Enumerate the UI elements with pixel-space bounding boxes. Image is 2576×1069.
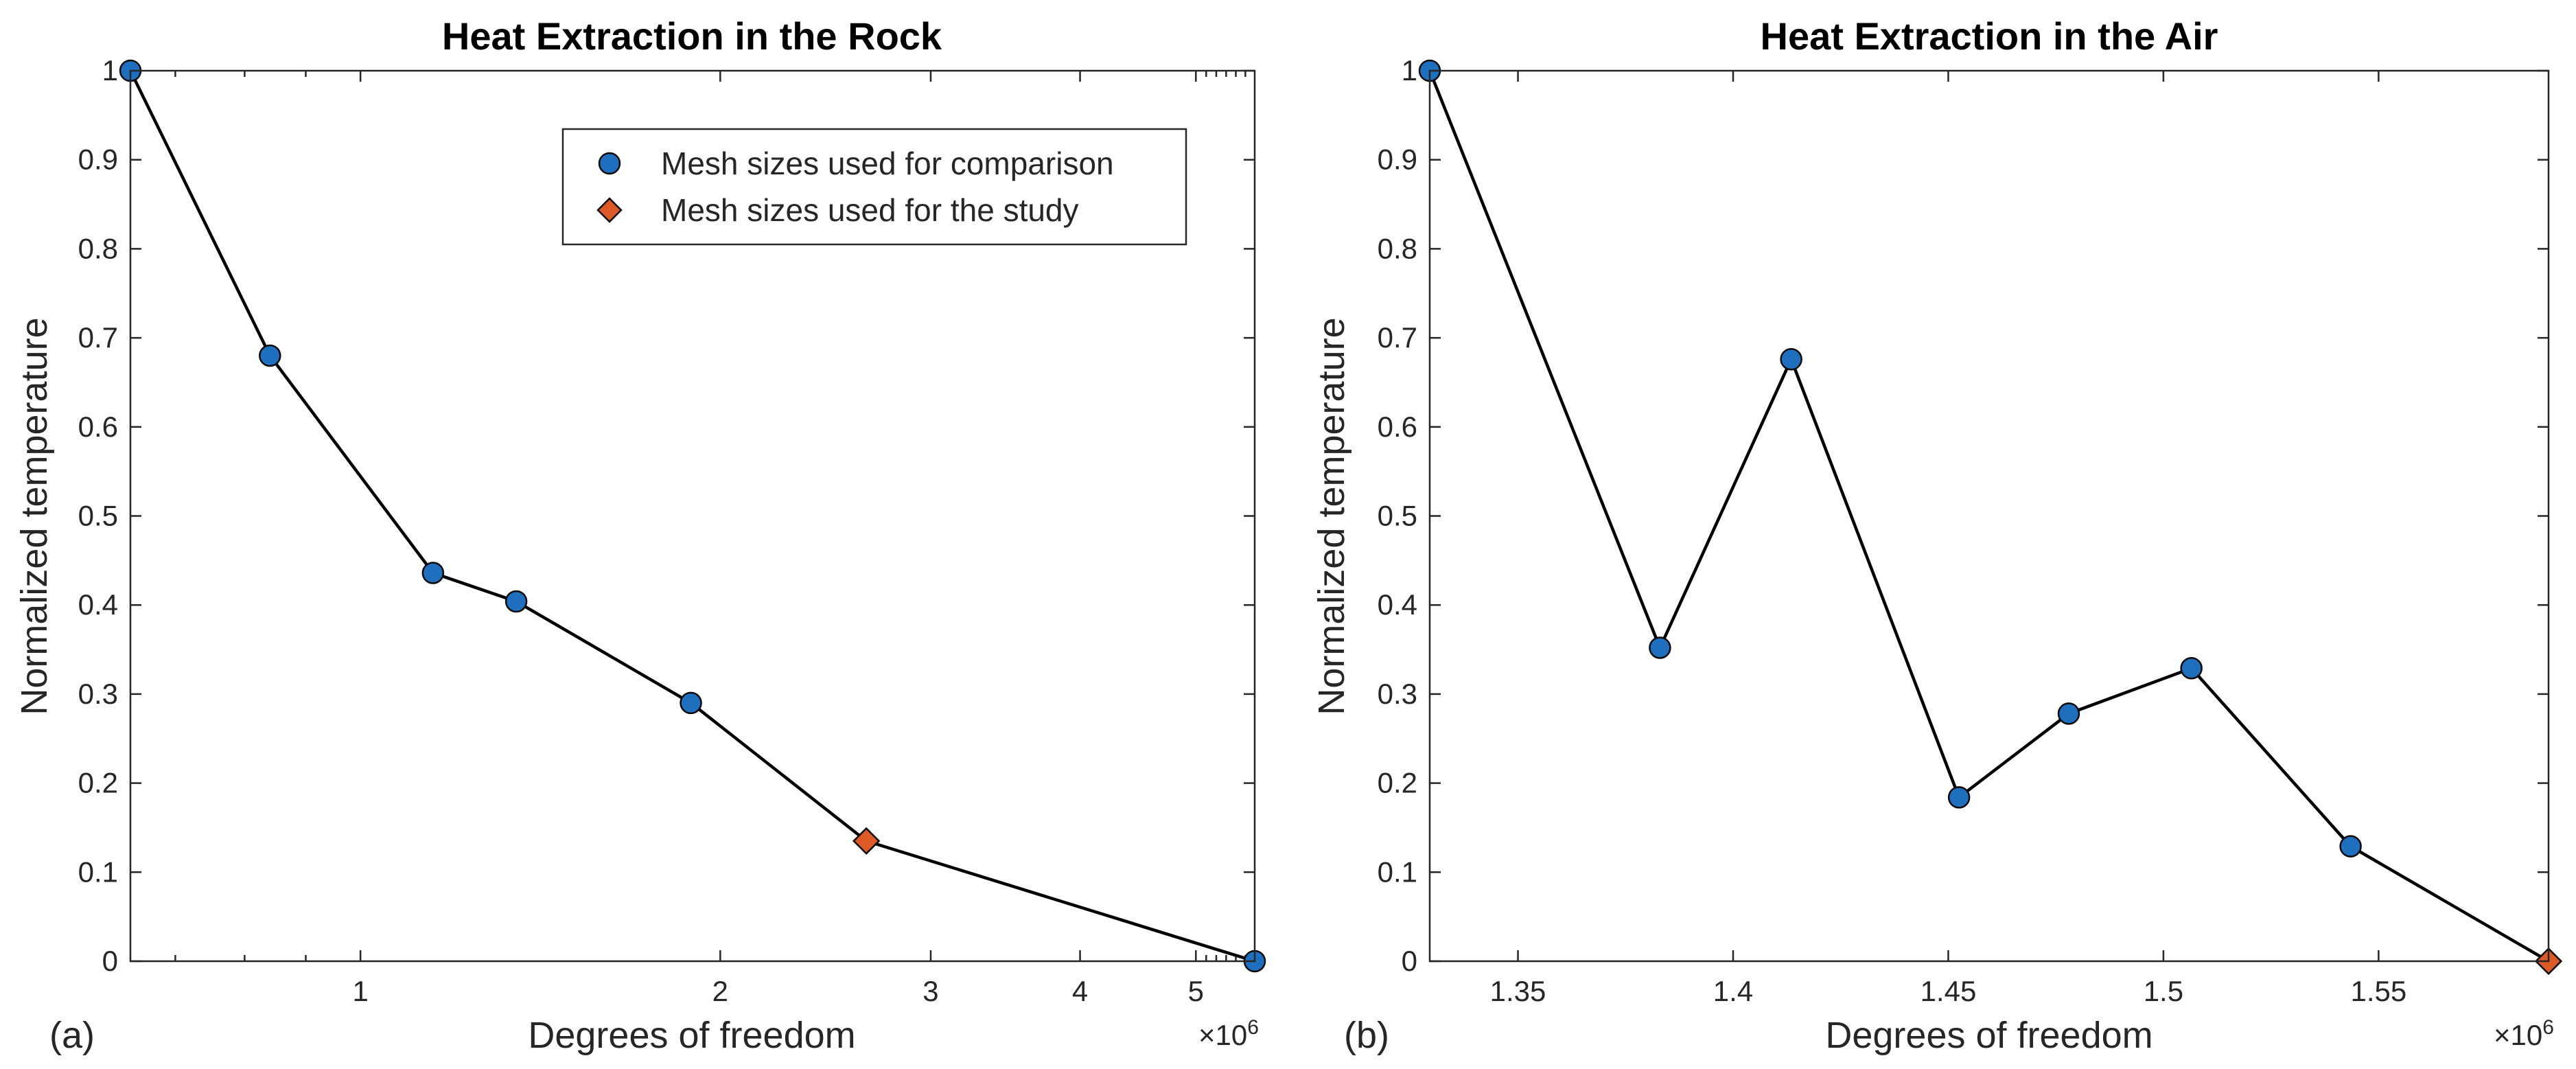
y-tick-label-rock: 0.7 [78,321,118,354]
x-multiplier-exponent-rock: 6 [1247,1016,1259,1039]
y-tick-label-rock: 0.6 [78,411,118,443]
x-multiplier-rock: ×106 [1198,1016,1259,1051]
x-tick-label-air: 1.55 [2350,975,2406,1007]
data-point-study-rock [852,827,881,855]
chart-air: Heat Extraction in the Air 0 0.1 0.2 0.3 0.4… [1311,14,2563,1056]
x-tick-label-air: 1.4 [1713,975,1753,1007]
data-point-rock [421,562,445,584]
x-multiplier-base-rock: ×10 [1198,1019,1247,1051]
y-tick-label-air: 0.1 [1378,855,1417,888]
chart-title-rock: Heat Extraction in the Rock [442,14,942,58]
x-tick-label-air: 1.35 [1490,975,1546,1007]
y-tick-label-air: 1 [1402,54,1417,87]
legend-label-comparison: Mesh sizes used for comparison [661,146,1114,181]
series-layer-rock [119,59,1266,973]
chart-title-air: Heat Extraction in the Air [1761,14,2218,58]
data-point-air [2180,657,2203,680]
panel-label-a: (a) [49,1015,95,1056]
data-point-rock [504,590,528,613]
y-tick-label-rock: 0.2 [78,767,118,799]
x-multiplier-air: ×106 [2494,1016,2554,1051]
y-tick-label-rock: 0 [102,945,118,977]
tick-layer-rock: 0 0.1 0.2 0.3 0.4 0.5 0.6 0.7 0.8 0.9 1 1 2 3 4 5 [78,54,1255,1007]
x-tick-label-air: 1.5 [2144,975,2183,1007]
y-tick-label-air: 0.5 [1378,500,1417,532]
y-tick-label-air: 0.7 [1378,321,1417,354]
data-point-rock [680,691,702,715]
y-tick-label-air: 0.8 [1378,232,1417,264]
y-tick-label-rock: 0.8 [78,232,118,264]
data-point-air [2057,702,2080,725]
x-multiplier-base-air: ×10 [2494,1019,2542,1051]
y-tick-label-rock: 0.1 [78,855,118,888]
legend-marker-study [596,197,623,223]
y-tick-label-air: 0.9 [1378,143,1417,176]
chart-rock: Heat Extraction in the Rock 0 0.1 0.2 0.3 0.… [14,14,1266,1056]
legend-label-study: Mesh sizes used for the study [661,192,1079,228]
plot-frame-air [1428,69,2550,963]
data-point-air [2339,835,2362,858]
x-tick-label-air: 1.45 [1921,975,1977,1007]
y-tick-label-air: 0.2 [1378,767,1417,799]
y-tick-label-rock: 0.5 [78,500,118,532]
x-tick-label-rock: 4 [1072,975,1088,1007]
y-axis-label-air: Normalized temperature [1311,317,1352,715]
series-layer-air [1418,59,2563,976]
data-point-rock [259,344,281,367]
data-point-air [1947,786,1971,809]
x-multiplier-exponent-air: 6 [2542,1016,2554,1039]
legend-box-rock [561,128,1187,246]
tick-layer-air: 0 0.1 0.2 0.3 0.4 0.5 0.6 0.7 0.8 0.9 1 1.35 1.4 1.45… [1378,54,2549,1007]
x-tick-label-rock: 5 [1188,975,1204,1007]
legend-rock: Mesh sizes used for comparison Mesh size… [561,128,1187,246]
data-point-air [1649,636,1671,659]
y-tick-label-air: 0 [1402,945,1417,977]
y-tick-label-rock: 0.3 [78,678,118,710]
x-axis-label-air: Degrees of freedom [1825,1015,2153,1056]
y-tick-label-rock: 0.4 [78,588,118,621]
y-tick-label-air: 0.4 [1378,588,1417,621]
y-tick-label-air: 0.3 [1378,678,1417,710]
x-tick-label-rock: 2 [712,975,728,1007]
legend-marker-comparison [598,152,621,175]
y-tick-label-rock: 1 [102,54,118,87]
plot-frame-rock [129,69,1256,963]
panel-label-b: (b) [1344,1015,1389,1056]
y-tick-label-air: 0.6 [1378,411,1417,443]
x-tick-label-rock: 3 [923,975,938,1007]
x-tick-label-rock: 1 [352,975,368,1007]
series-line-air [1428,70,2550,963]
x-axis-label-rock: Degrees of freedom [528,1015,855,1056]
data-point-air [1780,347,1802,371]
y-axis-label-rock: Normalized temperature [14,317,55,715]
y-tick-label-rock: 0.9 [78,143,118,176]
